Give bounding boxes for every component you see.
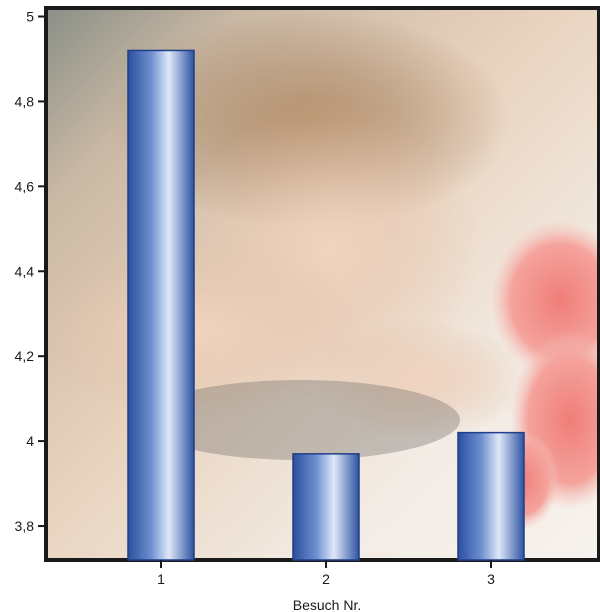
bars-group [127,49,525,561]
bar-1 [127,49,195,561]
y-tick-label: 4,6 [15,178,35,194]
x-axis-title: Besuch Nr. [293,597,361,612]
y-tick-label: 4,8 [15,93,35,109]
y-tick-label: 4,4 [15,263,35,279]
bar-3 [457,431,525,561]
background-photo [46,8,600,560]
y-tick-label: 3,8 [15,518,35,534]
x-axis: 1 2 3 [157,560,495,587]
bar-2 [292,453,360,561]
y-axis: 5 4,8 4,6 4,4 4,2 4 3,8 [15,8,46,534]
y-tick-label: 4 [26,433,34,449]
y-tick-label: 5 [26,8,34,24]
x-tick-label: 2 [322,571,330,587]
y-tick-label: 4,2 [15,348,35,364]
x-tick-label: 3 [487,571,495,587]
x-tick-label: 1 [157,571,165,587]
